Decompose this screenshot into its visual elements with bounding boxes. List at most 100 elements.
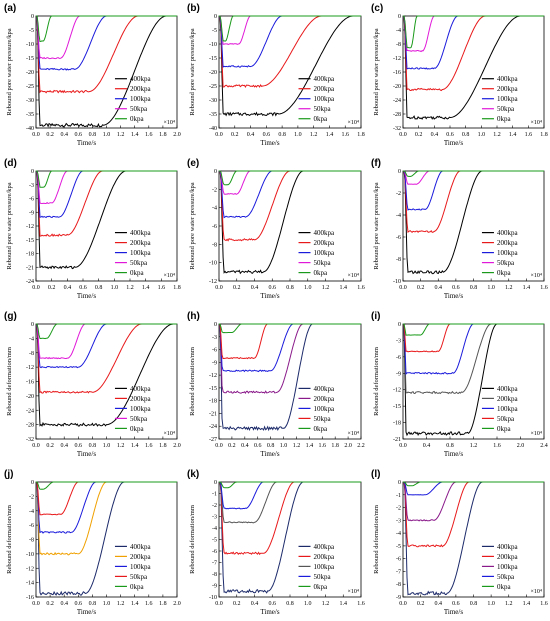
series-line-50kpa <box>403 481 544 496</box>
x-tick-label: 1.2 <box>470 443 478 449</box>
y-tick-label: -10 <box>26 552 34 558</box>
series-line-50kpa <box>36 481 177 516</box>
legend-label: 400kpa <box>130 543 152 551</box>
legend-label: 50kpa <box>497 415 515 423</box>
x-tick-label: 0.6 <box>269 285 277 291</box>
x-tick-label: 0.4 <box>423 443 431 449</box>
legend-label: 400kpa <box>130 385 152 393</box>
x-tick-label: 1.2 <box>322 601 330 607</box>
panel-label: (c) <box>371 3 383 14</box>
series-line-100kpa <box>36 323 177 369</box>
series-line-100kpa <box>36 481 177 534</box>
y-tick-label: 0 <box>398 480 401 486</box>
series-line-200kpa <box>403 170 544 233</box>
x-tick-label: 1.6 <box>145 443 153 449</box>
x-axis-label: Time/s <box>444 608 463 616</box>
plot-frame <box>218 15 362 129</box>
x-tick-label: 0.6 <box>452 285 460 291</box>
series-line-200kpa <box>403 481 544 548</box>
x-tick-label: 1.2 <box>117 601 125 607</box>
legend-label: 200kpa <box>497 395 518 403</box>
y-tick-label: -18 <box>26 252 34 258</box>
series-line-100kpa <box>219 170 361 219</box>
panel-label: (f) <box>371 158 381 169</box>
x-tick-label: 0.8 <box>470 601 478 607</box>
x-tick-label: 0.6 <box>79 285 87 291</box>
x-tick-label: 0.2 <box>46 601 54 607</box>
y-tick-label: -32 <box>26 437 34 443</box>
x-tick-label: 1.4 <box>523 285 531 291</box>
x-tick-label: 0.2 <box>233 601 241 607</box>
x-tick-label: 1.0 <box>111 285 119 291</box>
x-tick-label: 1.6 <box>357 285 365 291</box>
x-tick-label: 1.8 <box>159 443 167 449</box>
plot-frame <box>218 170 362 282</box>
x-tick-label: 0.0 <box>399 132 407 138</box>
x-tick-label: 0.0 <box>215 132 223 138</box>
y-tick-label: -4 <box>396 213 401 219</box>
x-tick-label: 0.6 <box>254 443 262 449</box>
x-tick-label: 0.4 <box>60 132 68 138</box>
plot-frame <box>218 481 362 598</box>
panel-h: (h) 0.0 0.2 0.4 0.6 0.8 1.0 1.2 1.4 1.6 1.8 2.0 2.2 0… <box>187 311 365 458</box>
y-tick-label: -24 <box>393 98 401 104</box>
x-tick-label: 0.2 <box>46 132 54 138</box>
series-line-400kpa <box>219 481 361 594</box>
legend-label: 100kpa <box>314 249 336 257</box>
y-tick-label: 0 <box>31 322 34 328</box>
series-line-0kpa <box>403 481 544 487</box>
x-tick-label: 0.0 <box>32 285 40 291</box>
x-tick-label: 1.8 <box>331 443 339 449</box>
y-axis-label: Rebound pore water pressure/kpa <box>6 28 13 115</box>
series-line-100kpa <box>403 170 544 211</box>
x-tick-label: 0.8 <box>267 443 275 449</box>
series-line-0kpa <box>36 170 177 188</box>
legend-label: 400kpa <box>314 229 336 237</box>
y-tick-label: -12 <box>393 388 401 394</box>
x-tick-label: 0.4 <box>60 443 68 449</box>
x-tick-label: 2.4 <box>540 443 548 449</box>
x-axis-label: Time/s <box>444 292 463 300</box>
plot-frame <box>35 15 178 129</box>
legend-label: 0kpa <box>497 583 512 591</box>
x-multiplier: ×10⁴ <box>164 431 175 437</box>
y-tick-label: -12 <box>209 279 217 285</box>
y-tick-label: -28 <box>26 423 34 429</box>
legend-label: 100kpa <box>314 405 336 413</box>
y-tick-label: -15 <box>393 404 401 410</box>
y-tick-label: -30 <box>209 98 217 104</box>
y-tick-label: -6 <box>29 197 34 203</box>
y-tick-label: -15 <box>26 56 34 62</box>
y-tick-label: -6 <box>396 557 401 563</box>
y-tick-label: -5 <box>212 28 217 34</box>
series-line-50kpa <box>403 323 544 353</box>
series-line-50kpa <box>219 323 361 360</box>
x-tick-label: 0.2 <box>417 601 425 607</box>
x-tick-label: 0.2 <box>231 132 239 138</box>
legend-label: 50kpa <box>130 415 148 423</box>
y-tick-label: -20 <box>209 70 217 76</box>
series-line-50kpa <box>403 15 544 53</box>
legend-label: 100kpa <box>497 563 518 571</box>
series-line-0kpa <box>219 170 361 186</box>
y-tick-label: -10 <box>209 595 217 601</box>
y-tick-label: 0 <box>31 14 34 20</box>
legend-label: 50kpa <box>497 573 515 581</box>
y-tick-label: -3 <box>396 518 401 524</box>
panel-a: (a) 0.0 0.2 0.4 0.6 0.8 1.0 1.2 1.4 1.6 1.8 2.0 0 -5 -… <box>4 3 181 147</box>
y-tick-label: -18 <box>393 421 401 427</box>
series-line-100kpa <box>403 15 544 70</box>
x-axis-label: Time/s <box>77 608 96 616</box>
x-tick-label: 2.2 <box>357 443 365 449</box>
x-multiplier: ×10⁴ <box>348 120 359 126</box>
y-tick-label: -2 <box>212 187 217 193</box>
y-tick-label: -8 <box>396 582 401 588</box>
y-tick-label: -18 <box>209 399 217 405</box>
y-tick-label: -9 <box>396 371 401 377</box>
y-tick-label: -20 <box>26 70 34 76</box>
y-tick-label: -10 <box>26 42 34 48</box>
y-tick-label: -9 <box>212 584 217 590</box>
panel-label: (l) <box>371 469 380 480</box>
y-tick-label: 0 <box>31 480 34 486</box>
legend-label: 0kpa <box>130 115 145 123</box>
